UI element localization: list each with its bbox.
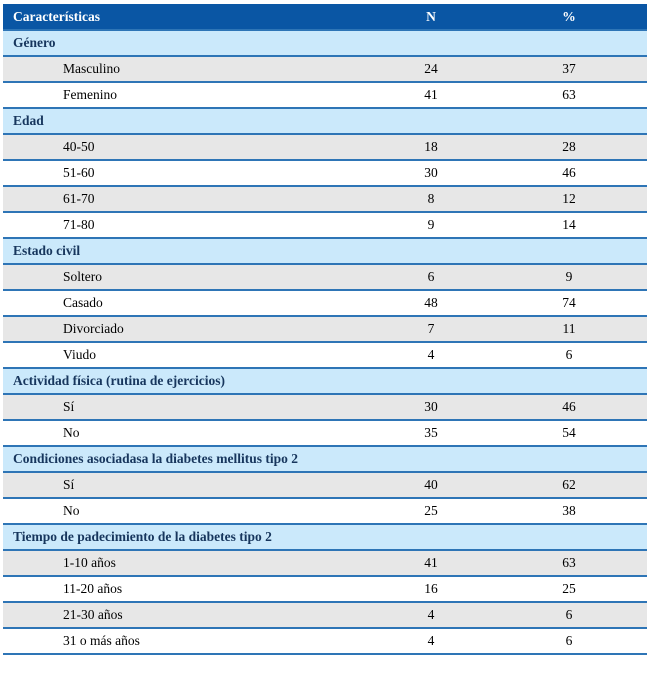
- characteristics-table: Características N % Género Masculino 24 37 F…: [3, 4, 647, 655]
- row-label: Sí: [3, 472, 371, 498]
- row-pct-value: 12: [491, 186, 647, 212]
- table-row: Sí 40 62: [3, 472, 647, 498]
- row-label: 71-80: [3, 212, 371, 238]
- section-row: Estado civil: [3, 238, 647, 264]
- section-row: Tiempo de padecimiento de la diabetes ti…: [3, 524, 647, 550]
- section-label: Género: [3, 30, 647, 56]
- table-row: Casado 48 74: [3, 290, 647, 316]
- row-pct-value: 6: [491, 628, 647, 654]
- row-pct-value: 46: [491, 160, 647, 186]
- row-label: Divorciado: [3, 316, 371, 342]
- row-n-value: 7: [371, 316, 491, 342]
- table-header-row: Características N %: [3, 4, 647, 30]
- row-n-value: 30: [371, 394, 491, 420]
- row-pct-value: 46: [491, 394, 647, 420]
- row-n-value: 41: [371, 550, 491, 576]
- section-row: Edad: [3, 108, 647, 134]
- row-label: 11-20 años: [3, 576, 371, 602]
- row-pct-value: 62: [491, 472, 647, 498]
- row-n-value: 18: [371, 134, 491, 160]
- row-pct-value: 63: [491, 550, 647, 576]
- row-pct-value: 54: [491, 420, 647, 446]
- table-row: 11-20 años 16 25: [3, 576, 647, 602]
- table-row: 40-50 18 28: [3, 134, 647, 160]
- row-pct-value: 28: [491, 134, 647, 160]
- row-pct-value: 63: [491, 82, 647, 108]
- table-row: Divorciado 7 11: [3, 316, 647, 342]
- row-pct-value: 11: [491, 316, 647, 342]
- section-label: Condiciones asociadasa la diabetes melli…: [3, 446, 647, 472]
- row-n-value: 8: [371, 186, 491, 212]
- row-pct-value: 74: [491, 290, 647, 316]
- table-row: 21-30 años 4 6: [3, 602, 647, 628]
- table-body: Género Masculino 24 37 Femenino 41 63 Edad 40-50…: [3, 30, 647, 654]
- section-row: Actividad física (rutina de ejercicios): [3, 368, 647, 394]
- column-header-n: N: [426, 8, 436, 24]
- table-row: No 25 38: [3, 498, 647, 524]
- section-row: Género: [3, 30, 647, 56]
- row-n-value: 6: [371, 264, 491, 290]
- row-label: Casado: [3, 290, 371, 316]
- row-label: Viudo: [3, 342, 371, 368]
- table-row: No 35 54: [3, 420, 647, 446]
- row-pct-value: 6: [491, 602, 647, 628]
- table-row: 61-70 8 12: [3, 186, 647, 212]
- table-row: Femenino 41 63: [3, 82, 647, 108]
- row-n-value: 25: [371, 498, 491, 524]
- row-label: Masculino: [3, 56, 371, 82]
- row-n-value: 41: [371, 82, 491, 108]
- row-label: Sí: [3, 394, 371, 420]
- row-label: Soltero: [3, 264, 371, 290]
- row-label: 21-30 años: [3, 602, 371, 628]
- row-pct-value: 25: [491, 576, 647, 602]
- row-label: Femenino: [3, 82, 371, 108]
- row-n-value: 4: [371, 628, 491, 654]
- section-label: Edad: [3, 108, 647, 134]
- table-row: 31 o más años 4 6: [3, 628, 647, 654]
- row-n-value: 48: [371, 290, 491, 316]
- row-label: 61-70: [3, 186, 371, 212]
- row-n-value: 35: [371, 420, 491, 446]
- row-label: 40-50: [3, 134, 371, 160]
- table-row: 1-10 años 41 63: [3, 550, 647, 576]
- section-label: Estado civil: [3, 238, 647, 264]
- row-n-value: 9: [371, 212, 491, 238]
- table-row: 71-80 9 14: [3, 212, 647, 238]
- column-header-pct: %: [562, 8, 576, 24]
- table-row: Sí 30 46: [3, 394, 647, 420]
- row-label: No: [3, 420, 371, 446]
- row-n-value: 4: [371, 342, 491, 368]
- table-row: Viudo 4 6: [3, 342, 647, 368]
- row-pct-value: 6: [491, 342, 647, 368]
- column-header-caracteristicas: Características: [13, 8, 100, 24]
- table-row: 51-60 30 46: [3, 160, 647, 186]
- table-row: Soltero 6 9: [3, 264, 647, 290]
- row-label: No: [3, 498, 371, 524]
- section-label: Actividad física (rutina de ejercicios): [3, 368, 647, 394]
- row-pct-value: 14: [491, 212, 647, 238]
- row-pct-value: 37: [491, 56, 647, 82]
- section-row: Condiciones asociadasa la diabetes melli…: [3, 446, 647, 472]
- row-pct-value: 9: [491, 264, 647, 290]
- row-pct-value: 38: [491, 498, 647, 524]
- table-row: Masculino 24 37: [3, 56, 647, 82]
- row-n-value: 16: [371, 576, 491, 602]
- row-n-value: 40: [371, 472, 491, 498]
- row-n-value: 24: [371, 56, 491, 82]
- row-label: 51-60: [3, 160, 371, 186]
- row-label: 31 o más años: [3, 628, 371, 654]
- row-n-value: 4: [371, 602, 491, 628]
- row-n-value: 30: [371, 160, 491, 186]
- row-label: 1-10 años: [3, 550, 371, 576]
- section-label: Tiempo de padecimiento de la diabetes ti…: [3, 524, 647, 550]
